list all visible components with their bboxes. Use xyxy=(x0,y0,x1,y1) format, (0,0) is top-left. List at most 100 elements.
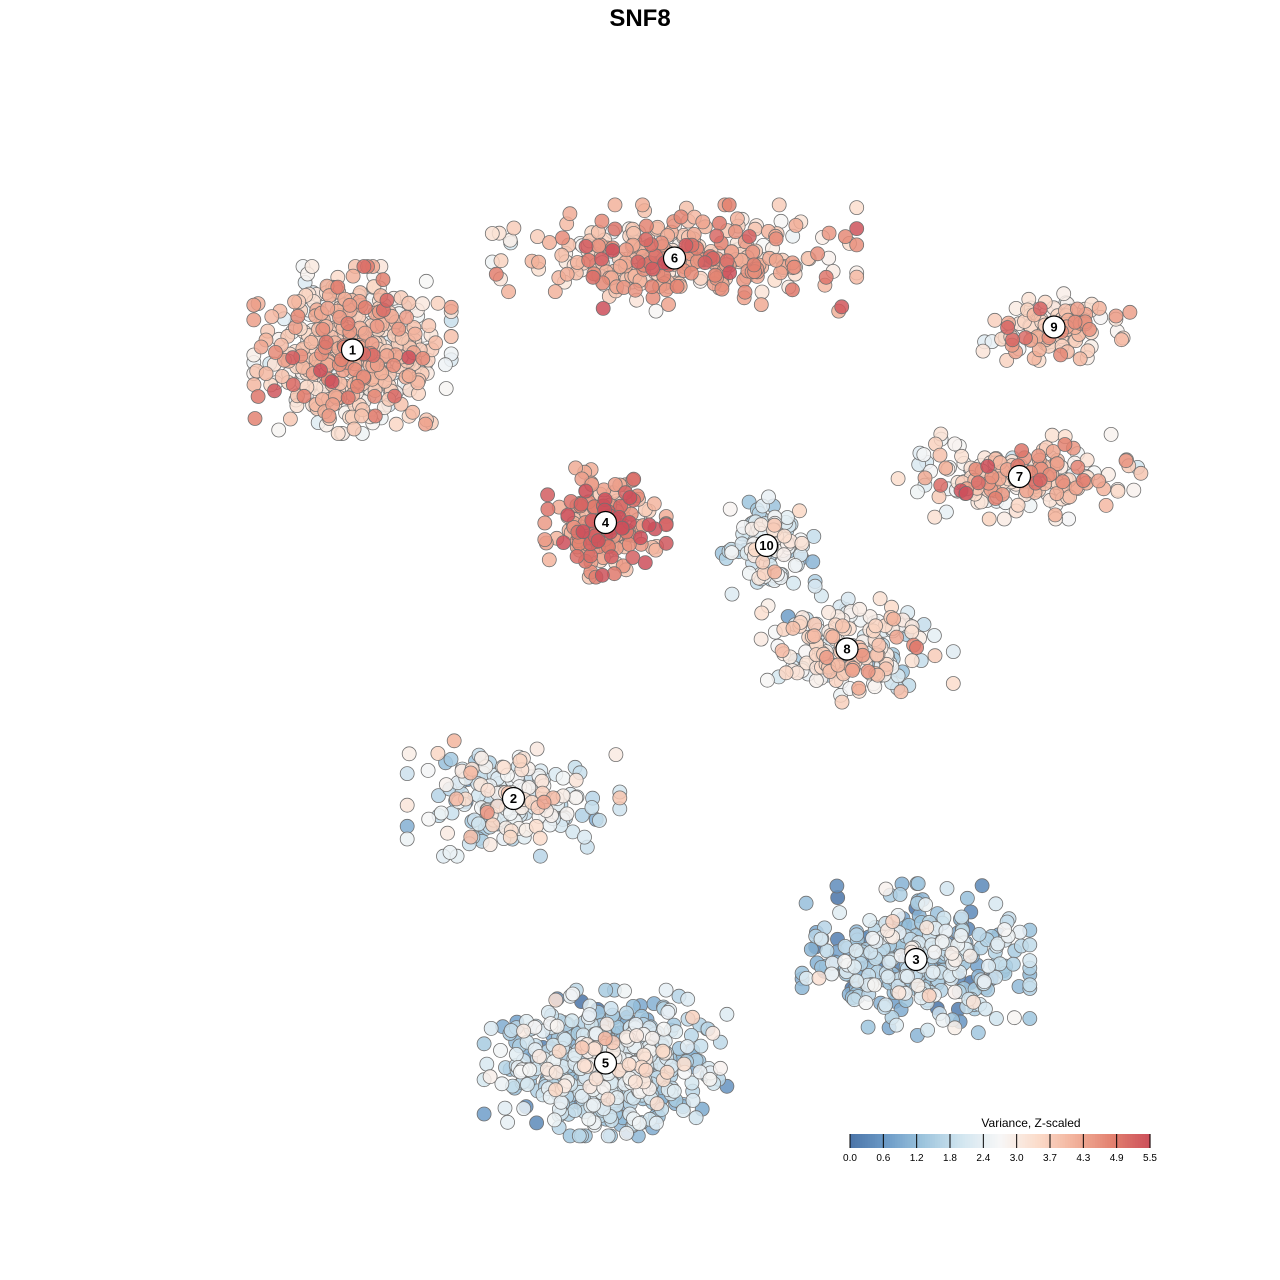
data-point-cluster-5 xyxy=(483,1021,499,1036)
data-point-cluster-5 xyxy=(702,1071,718,1087)
data-point-cluster-7 xyxy=(1076,473,1091,488)
data-point-cluster-2 xyxy=(442,845,458,860)
data-point-cluster-2 xyxy=(431,788,446,803)
data-point-cluster-6 xyxy=(627,282,643,298)
data-point-cluster-6 xyxy=(607,197,623,213)
data-point-cluster-5 xyxy=(549,1018,565,1034)
data-point-cluster-5 xyxy=(476,1106,492,1122)
data-point-cluster-9 xyxy=(1114,332,1129,348)
data-point-cluster-5 xyxy=(688,1110,704,1126)
data-point-cluster-7 xyxy=(996,511,1012,527)
data-point-cluster-4 xyxy=(573,496,589,512)
data-point-cluster-3 xyxy=(803,942,819,957)
data-point-cluster-5 xyxy=(713,1060,728,1076)
data-point-cluster-8 xyxy=(945,676,961,691)
data-point-cluster-7 xyxy=(1061,511,1076,527)
data-point-cluster-1 xyxy=(274,369,290,384)
data-point-cluster-8 xyxy=(825,629,841,645)
data-point-cluster-1 xyxy=(430,295,446,311)
data-point-cluster-2 xyxy=(532,830,548,846)
data-point-cluster-7 xyxy=(954,448,969,464)
data-point-cluster-9 xyxy=(1032,301,1048,317)
data-point-cluster-8 xyxy=(834,694,850,710)
data-point-cluster-9 xyxy=(999,352,1015,368)
data-point-cluster-5 xyxy=(649,1096,665,1112)
data-point-cluster-8 xyxy=(893,684,909,700)
data-point-cluster-1 xyxy=(421,318,437,334)
data-point-cluster-7 xyxy=(1118,453,1134,469)
legend-title: Variance, Z-scaled xyxy=(981,1116,1080,1130)
data-point-cluster-5 xyxy=(532,1049,547,1064)
data-point-cluster-5 xyxy=(656,1021,672,1037)
data-point-cluster-6 xyxy=(737,284,753,300)
data-point-cluster-3 xyxy=(867,977,882,993)
data-point-cluster-3 xyxy=(1005,956,1021,972)
data-point-cluster-3 xyxy=(889,1017,904,1033)
data-point-cluster-6 xyxy=(709,228,725,244)
data-point-cluster-6 xyxy=(581,252,597,268)
data-point-cluster-1 xyxy=(250,389,266,404)
data-point-cluster-3 xyxy=(953,928,969,943)
data-point-cluster-5 xyxy=(557,1032,573,1047)
data-point-cluster-9 xyxy=(1072,351,1088,367)
data-point-cluster-5 xyxy=(516,1023,531,1039)
data-point-cluster-1 xyxy=(318,334,334,350)
data-point-cluster-5 xyxy=(705,1025,721,1041)
data-point-cluster-3 xyxy=(824,966,840,982)
data-point-cluster-2 xyxy=(592,813,607,828)
data-point-cluster-1 xyxy=(375,272,391,288)
data-point-cluster-5 xyxy=(684,1075,700,1091)
data-point-cluster-6 xyxy=(562,206,578,222)
data-point-cluster-6 xyxy=(673,209,689,225)
data-point-cluster-6 xyxy=(773,265,788,281)
data-point-cluster-6 xyxy=(618,242,634,258)
data-point-cluster-3 xyxy=(849,973,865,989)
data-point-cluster-3 xyxy=(962,948,978,964)
data-point-cluster-1 xyxy=(418,416,433,432)
data-point-cluster-5 xyxy=(588,1071,604,1087)
data-point-cluster-5 xyxy=(497,1100,513,1116)
data-point-cluster-7 xyxy=(947,436,963,452)
legend-tick-label: 1.8 xyxy=(943,1153,957,1164)
data-point-cluster-3 xyxy=(1007,1010,1022,1026)
data-point-cluster-5 xyxy=(693,1038,709,1054)
data-point-cluster-2 xyxy=(559,806,575,822)
data-point-cluster-7 xyxy=(1014,443,1029,459)
data-point-cluster-10 xyxy=(776,547,792,563)
data-point-cluster-3 xyxy=(910,978,926,993)
data-point-cluster-5 xyxy=(680,991,696,1007)
data-point-cluster-1 xyxy=(246,312,262,328)
data-point-cluster-7 xyxy=(890,471,906,487)
data-point-cluster-4 xyxy=(560,507,576,523)
data-point-cluster-2 xyxy=(479,805,495,820)
cluster-label-10: 10 xyxy=(754,533,779,558)
data-point-cluster-6 xyxy=(506,220,522,236)
data-point-cluster-5 xyxy=(476,1036,492,1052)
data-point-cluster-6 xyxy=(695,214,711,230)
data-point-cluster-1 xyxy=(369,318,385,334)
data-point-cluster-5 xyxy=(571,1128,587,1144)
data-point-cluster-5 xyxy=(631,1116,647,1131)
data-point-cluster-5 xyxy=(500,1114,516,1130)
data-point-cluster-3 xyxy=(920,1022,935,1038)
data-point-cluster-2 xyxy=(536,794,552,810)
data-point-cluster-7 xyxy=(1031,448,1046,464)
data-point-cluster-5 xyxy=(553,1094,569,1110)
data-point-cluster-1 xyxy=(391,321,407,337)
data-point-cluster-5 xyxy=(529,1115,544,1131)
data-point-cluster-10 xyxy=(792,503,807,519)
data-point-cluster-5 xyxy=(582,1007,597,1022)
data-point-cluster-4 xyxy=(646,496,662,512)
legend-tick-label: 3.7 xyxy=(1043,1153,1057,1164)
legend-tick-label: 2.4 xyxy=(976,1153,990,1164)
data-point-cluster-6 xyxy=(594,213,610,229)
data-point-cluster-6 xyxy=(768,252,784,268)
data-point-cluster-5 xyxy=(685,1009,700,1025)
data-point-cluster-4 xyxy=(578,483,594,499)
cluster-label-1: 1 xyxy=(340,338,365,362)
data-point-cluster-5 xyxy=(636,1047,652,1063)
data-point-cluster-6 xyxy=(630,254,646,270)
data-point-cluster-6 xyxy=(849,200,865,216)
cluster-label-text: 6 xyxy=(671,251,678,266)
data-point-cluster-3 xyxy=(837,954,853,969)
